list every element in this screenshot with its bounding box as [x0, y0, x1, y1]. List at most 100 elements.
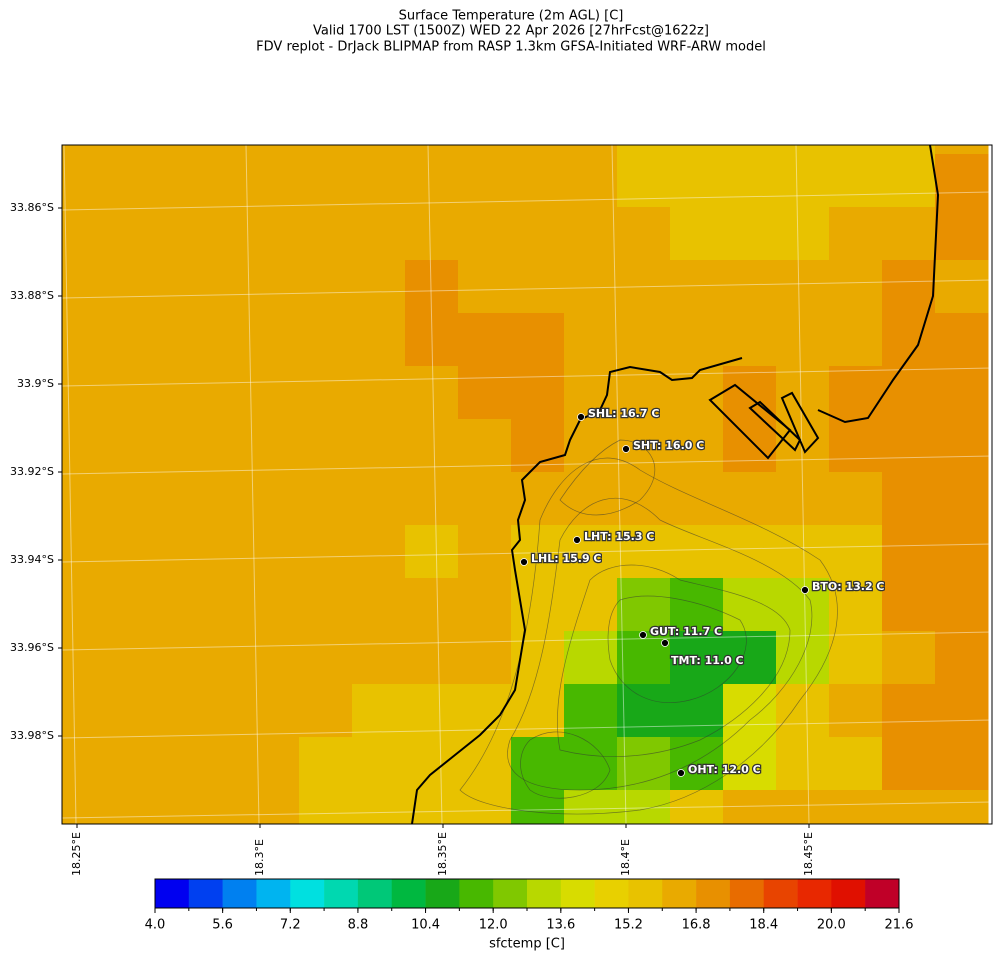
grid-cell: [882, 525, 936, 579]
colorbar-tick-label: 4.0: [145, 918, 166, 933]
grid-cell: [405, 578, 459, 632]
colorbar-tick-label: 10.4: [411, 918, 440, 933]
grid-cell: [723, 154, 777, 208]
title-line: FDV replot - DrJack BLIPMAP from RASP 1.…: [256, 40, 766, 55]
grid-cell: [299, 154, 353, 208]
grid-cell: [829, 366, 883, 420]
station-label: BTO: 13.2 C: [812, 580, 885, 593]
grid-cell: [829, 578, 883, 632]
grid-cell: [299, 684, 353, 738]
grid-cell: [564, 366, 618, 420]
grid-cell: [670, 419, 724, 473]
grid-cell: [193, 313, 247, 367]
colorbar-bin: [594, 879, 629, 908]
grid-cell: [246, 631, 300, 685]
grid-cell: [617, 313, 671, 367]
grid-cell: [62, 145, 88, 155]
colorbar-tick-label: 18.4: [749, 918, 778, 933]
grid-cell: [299, 207, 353, 261]
grid-cell: [829, 145, 883, 155]
grid-cell: [246, 207, 300, 261]
grid-cell: [935, 207, 989, 261]
grid-cell: [405, 525, 459, 579]
grid-cell: [193, 145, 247, 155]
grid-cell: [882, 737, 936, 791]
grid-cell: [352, 790, 406, 824]
station-dot: [577, 413, 585, 421]
grid-cell: [670, 366, 724, 420]
station-dot: [801, 586, 809, 594]
colorbar-bin: [560, 879, 595, 908]
grid-cell: [352, 578, 406, 632]
lon-label: 18.35°E: [436, 832, 449, 876]
map-features: [62, 145, 992, 824]
colorbar-tick-label: 5.6: [212, 918, 233, 933]
grid-cell: [511, 313, 565, 367]
grid-cell: [87, 260, 141, 314]
grid-cell: [140, 207, 194, 261]
lat-label: 33.88°S: [10, 289, 54, 302]
grid-cell: [670, 154, 724, 208]
grid-cell: [723, 145, 777, 155]
grid-cell: [564, 631, 618, 685]
grid-cell: [352, 366, 406, 420]
grid-cell: [62, 260, 88, 314]
grid-cell: [882, 366, 936, 420]
grid-cell: [511, 737, 565, 791]
grid-cell: [458, 419, 512, 473]
grid-cell: [723, 525, 777, 579]
grid-cell: [458, 790, 512, 824]
colorbar-bin: [222, 879, 257, 908]
grid-cell: [723, 631, 777, 685]
grid-cell: [723, 790, 777, 824]
grid-cell: [617, 737, 671, 791]
grid-cell: [140, 790, 194, 824]
grid-cell: [352, 684, 406, 738]
grid-cell: [87, 790, 141, 824]
grid-cell: [882, 260, 936, 314]
station-dot: [677, 769, 685, 777]
grid-cell: [776, 472, 830, 526]
grid-cell: [299, 260, 353, 314]
grid-cell: [882, 684, 936, 738]
colorbar-bin: [256, 879, 291, 908]
grid-cell: [776, 207, 830, 261]
grid-cell: [193, 419, 247, 473]
grid-cell: [723, 684, 777, 738]
grid-cell: [882, 790, 936, 824]
grid-cell: [564, 145, 618, 155]
grid-cell: [299, 366, 353, 420]
grid-cell: [140, 578, 194, 632]
grid-cell: [87, 631, 141, 685]
station-dot: [661, 639, 669, 647]
grid-cell: [617, 684, 671, 738]
grid-cell: [140, 419, 194, 473]
colorbar-bin: [188, 879, 223, 908]
grid-cell: [87, 578, 141, 632]
grid-cell: [564, 207, 618, 261]
grid-cell: [352, 472, 406, 526]
grid-cell: [829, 419, 883, 473]
grid-cell: [829, 154, 883, 208]
grid-cell: [723, 419, 777, 473]
grid-cell: [352, 525, 406, 579]
grid-cell: [511, 578, 565, 632]
station-label: SHL: 16.7 C: [588, 407, 659, 420]
grid-cell: [617, 472, 671, 526]
colorbar-bin: [527, 879, 562, 908]
colorbar-bin: [729, 879, 765, 908]
grid-cell: [140, 472, 194, 526]
graticule: [62, 145, 992, 824]
grid-cell: [87, 145, 141, 155]
grid-cell: [829, 631, 883, 685]
grid-cell: [935, 472, 989, 526]
grid-cell: [87, 313, 141, 367]
grid-cell: [62, 525, 88, 579]
grid-cell: [352, 631, 406, 685]
lat-label: 33.9°S: [17, 377, 54, 390]
grid-cell: [87, 419, 141, 473]
colorbar-bin: [425, 879, 460, 908]
grid-cell: [193, 684, 247, 738]
grid-cell: [140, 145, 194, 155]
